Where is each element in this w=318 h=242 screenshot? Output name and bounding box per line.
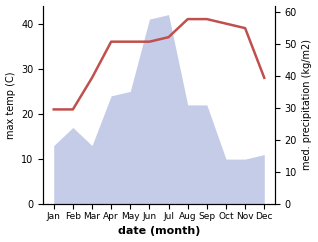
X-axis label: date (month): date (month) — [118, 227, 200, 236]
Y-axis label: max temp (C): max temp (C) — [5, 71, 16, 139]
Y-axis label: med. precipitation (kg/m2): med. precipitation (kg/m2) — [302, 39, 313, 170]
